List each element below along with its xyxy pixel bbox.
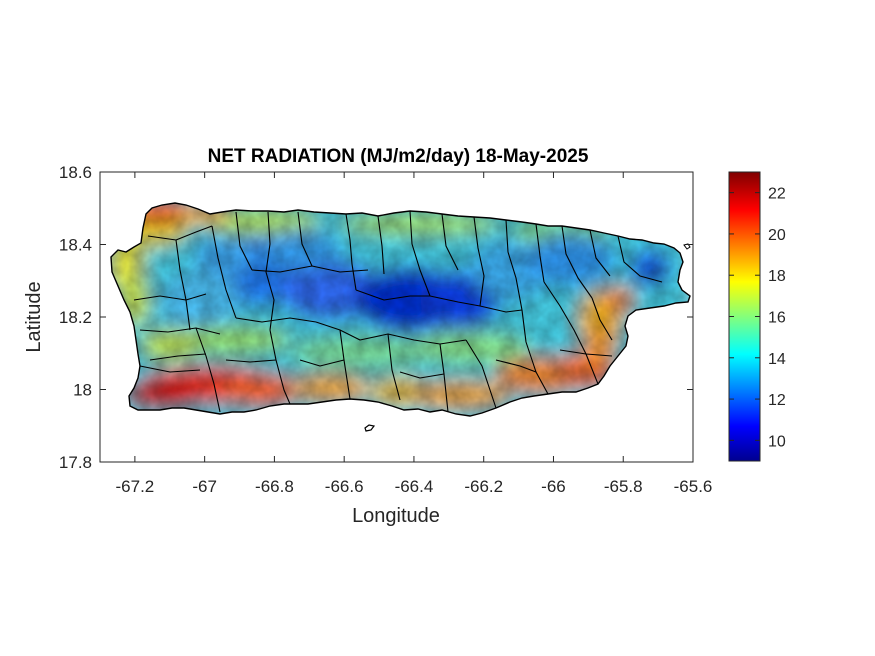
colorbar-tick-label: 22 xyxy=(768,186,786,203)
municipality-line xyxy=(473,216,485,307)
municipality-line xyxy=(265,211,275,331)
x-tick-label: -66.6 xyxy=(325,477,364,496)
x-tick-label: -66 xyxy=(541,477,566,496)
municipality-line xyxy=(617,235,663,283)
municipality-line xyxy=(535,223,545,283)
municipality-line xyxy=(299,359,345,367)
x-axis-ticks: -67.2 -67 -66.8 -66.6 -66.4 -66.2 -66 -65.8 -65.… xyxy=(116,172,713,496)
colorbar-tick-label: 20 xyxy=(768,227,786,244)
colorbar xyxy=(728,171,761,462)
x-axis-label: Longitude xyxy=(352,505,440,527)
municipality-line xyxy=(345,213,357,291)
municipality-line xyxy=(149,353,207,361)
colorbar-tick-label: 16 xyxy=(768,310,786,327)
municipality-boundaries xyxy=(133,210,663,413)
municipality-line xyxy=(269,329,291,405)
municipality-line xyxy=(139,327,221,335)
municipality-line xyxy=(591,297,613,341)
municipality-line xyxy=(235,317,317,323)
municipality-line xyxy=(251,265,369,273)
municipality-line xyxy=(559,349,613,357)
x-tick-label: -65.6 xyxy=(674,477,713,496)
y-tick-label: 18.4 xyxy=(59,236,92,255)
municipality-line xyxy=(133,293,207,301)
municipality-line xyxy=(355,289,523,313)
y-tick-label: 18 xyxy=(73,381,92,400)
colorbar-tick-label: 18 xyxy=(768,268,786,285)
x-tick-label: -67.2 xyxy=(116,477,155,496)
municipality-line xyxy=(505,219,523,311)
municipality-line xyxy=(297,211,313,267)
municipality-line xyxy=(409,210,431,297)
x-tick-label: -67 xyxy=(192,477,217,496)
municipality-line xyxy=(561,225,593,299)
island-outline xyxy=(110,202,691,417)
radiation-field xyxy=(111,203,690,416)
municipality-line xyxy=(235,211,253,271)
municipality-line xyxy=(211,225,237,319)
municipality-line xyxy=(441,213,459,271)
x-tick-label: -66.8 xyxy=(255,477,294,496)
municipality-line xyxy=(543,281,599,385)
municipality-line xyxy=(521,309,549,395)
municipality-line xyxy=(399,371,445,379)
y-tick-label: 17.8 xyxy=(59,453,92,472)
municipality-line xyxy=(195,327,221,413)
municipality-line xyxy=(175,239,191,331)
x-tick-label: -65.8 xyxy=(604,477,643,496)
y-axis-label: Latitude xyxy=(23,281,45,352)
colorbar-tick-label: 12 xyxy=(768,392,786,409)
x-tick-label: -66.2 xyxy=(464,477,503,496)
municipality-line xyxy=(495,359,537,373)
municipality-line xyxy=(225,359,277,363)
chart-title: NET RADIATION (MJ/m2/day) 18-May-2025 xyxy=(208,146,589,167)
colorbar-ticks: 10 12 14 16 18 20 22 xyxy=(729,186,786,450)
municipality-line xyxy=(377,215,385,275)
colorbar-tick-label: 14 xyxy=(768,351,786,368)
municipality-line xyxy=(589,229,611,277)
colorbar-tick-label: 10 xyxy=(768,433,786,450)
y-axis-ticks: 17.8 18 18.2 18.4 18.6 xyxy=(59,163,693,472)
x-tick-label: -66.4 xyxy=(395,477,434,496)
municipality-line xyxy=(387,333,401,401)
y-tick-label: 18.6 xyxy=(59,163,92,182)
municipality-line xyxy=(465,339,497,409)
islet-caja-de-muerto xyxy=(364,424,376,432)
municipality-line xyxy=(139,365,201,373)
islet-east xyxy=(683,243,691,250)
y-tick-label: 18.2 xyxy=(59,308,92,327)
municipality-line xyxy=(147,225,213,241)
